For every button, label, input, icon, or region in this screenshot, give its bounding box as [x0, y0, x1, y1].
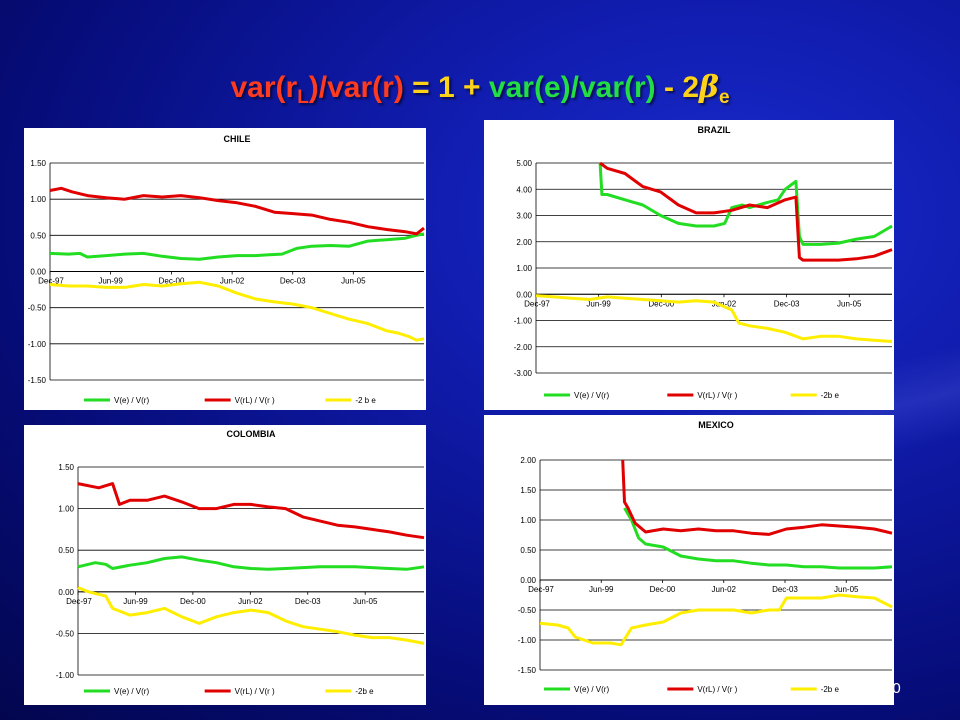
- legend-label: V(rL) / V(r ): [697, 685, 737, 694]
- title-equals: = 1 +: [412, 71, 481, 104]
- chart-panel-colombia: COLOMBIA 1.50 1.00 0.50 0.00 -0.50 -1.00 Dec-97…: [24, 425, 426, 705]
- chart-panel-mexico: MEXICO 2.00 1.50 1.00 0.50 0.00 -0.50 -1.00 -1.5…: [484, 415, 894, 705]
- x-tick-label: Jun-02: [712, 299, 737, 308]
- legend-label: V(rL) / V(r ): [235, 687, 275, 696]
- y-tick-label: 0.00: [520, 576, 536, 585]
- x-tick-label: Jun-99: [589, 585, 614, 594]
- x-tick-label: Jun-99: [586, 299, 611, 308]
- x-tick-label: Dec-03: [295, 597, 321, 606]
- y-tick-label: 1.00: [58, 505, 74, 514]
- y-tick-label: -0.50: [28, 304, 47, 313]
- y-tick-label: 0.50: [58, 546, 74, 555]
- y-tick-label: -2.00: [514, 343, 533, 352]
- y-tick-label: 0.50: [520, 546, 536, 555]
- x-tick-label: Dec-03: [774, 299, 800, 308]
- chart-chile: CHILE 1.50 1.00 0.50 0.00 -0.50 -1.00 -1.50 Dec-…: [28, 134, 425, 405]
- y-tick-label: 0.50: [30, 231, 46, 240]
- y-tick-label: 4.00: [516, 185, 532, 194]
- title-minus-2beta: - 2βe: [664, 70, 730, 108]
- y-tick-label: -0.50: [518, 606, 537, 615]
- chart-colombia: COLOMBIA 1.50 1.00 0.50 0.00 -0.50 -1.00 Dec-97…: [56, 429, 425, 696]
- x-tick-label: Jun-99: [98, 277, 123, 286]
- x-tick-label: Dec-03: [280, 277, 306, 286]
- y-tick-label: 2.00: [516, 238, 532, 247]
- y-tick-label: 1.50: [520, 486, 536, 495]
- page-number: 10: [884, 680, 901, 697]
- x-tick-label: Dec-00: [159, 277, 185, 286]
- legend-label: V(rL) / V(r ): [697, 391, 737, 400]
- x-tick-label: Jun-02: [238, 597, 263, 606]
- series-line-2: [49, 280, 425, 342]
- series-line-2: [535, 294, 893, 343]
- x-tick-label: Jun-02: [220, 277, 245, 286]
- legend-label: -2b e: [821, 685, 840, 694]
- y-tick-label: -1.00: [518, 636, 537, 645]
- y-tick-label: 1.50: [30, 159, 46, 168]
- series-line-1: [599, 161, 893, 262]
- y-tick-label: 1.00: [520, 516, 536, 525]
- chart-brazil: BRAZIL 5.00 4.00 3.00 2.00 1.00 0.00 -1.00 -2.00…: [514, 125, 893, 400]
- chart-panel-brazil: BRAZIL 5.00 4.00 3.00 2.00 1.00 0.00 -1.00 -2.00…: [484, 120, 894, 410]
- legend-label: V(rL) / V(r ): [235, 396, 275, 405]
- y-tick-label: -0.50: [56, 629, 75, 638]
- x-tick-label: Jun-05: [353, 597, 378, 606]
- y-tick-label: -1.00: [56, 671, 75, 680]
- y-tick-label: -3.00: [514, 369, 533, 378]
- legend-label: V(e) / V(r): [114, 687, 149, 696]
- series-line-1: [49, 186, 425, 236]
- y-tick-label: 1.00: [516, 264, 532, 273]
- y-tick-label: 1.50: [58, 463, 74, 472]
- y-tick-label: 2.00: [520, 456, 536, 465]
- y-tick-label: -1.50: [518, 666, 537, 675]
- x-tick-label: Dec-97: [528, 585, 554, 594]
- y-tick-label: -1.50: [28, 376, 47, 385]
- y-tick-label: 3.00: [516, 212, 532, 221]
- legend-label: V(e) / V(r): [574, 685, 609, 694]
- legend-label: -2b e: [355, 687, 374, 696]
- x-tick-label: Dec-97: [524, 299, 550, 308]
- x-tick-label: Dec-97: [38, 277, 64, 286]
- series-line-2: [539, 593, 893, 647]
- chart-title: COLOMBIA: [227, 429, 276, 439]
- slide-title: var(rL)/var(r) = 1 + var(e)/var(r) - 2βe: [0, 70, 960, 109]
- x-tick-label: Dec-00: [180, 597, 206, 606]
- y-tick-label: -1.00: [28, 340, 47, 349]
- chart-panel-chile: CHILE 1.50 1.00 0.50 0.00 -0.50 -1.00 -1.50 Dec-…: [24, 128, 426, 410]
- legend-label: -2 b e: [355, 396, 376, 405]
- y-tick-label: 5.00: [516, 159, 532, 168]
- series-line-0: [77, 555, 425, 571]
- x-tick-label: Dec-03: [772, 585, 798, 594]
- y-tick-label: 1.00: [30, 195, 46, 204]
- y-tick-label: -1.00: [514, 317, 533, 326]
- series-line-1: [621, 459, 893, 536]
- y-tick-label: 0.00: [516, 290, 532, 299]
- legend-label: -2b e: [821, 391, 840, 400]
- series-line-0: [598, 162, 893, 246]
- x-tick-label: Dec-00: [648, 299, 674, 308]
- x-tick-label: Jun-99: [123, 597, 148, 606]
- series-line-1: [77, 482, 425, 540]
- series-line-0: [623, 507, 893, 570]
- x-tick-label: Jun-02: [712, 585, 737, 594]
- chart-title: BRAZIL: [698, 125, 731, 135]
- legend-label: V(e) / V(r): [114, 396, 149, 405]
- x-tick-label: Jun-05: [834, 585, 859, 594]
- chart-title: CHILE: [224, 134, 251, 144]
- y-tick-label: 0.00: [58, 588, 74, 597]
- title-var-e: var(e)/var(r): [488, 71, 656, 104]
- x-tick-label: Jun-05: [341, 277, 366, 286]
- legend-label: V(e) / V(r): [574, 391, 609, 400]
- series-line-0: [49, 232, 425, 261]
- y-tick-label: 0.00: [30, 268, 46, 277]
- chart-title: MEXICO: [698, 420, 734, 430]
- title-var-rl: var(rL)/var(r): [230, 71, 404, 108]
- x-tick-label: Jun-05: [837, 299, 862, 308]
- series-line-2: [77, 586, 425, 645]
- chart-mexico: MEXICO 2.00 1.50 1.00 0.50 0.00 -0.50 -1.00 -1.5…: [518, 420, 893, 694]
- x-tick-label: Dec-97: [66, 597, 92, 606]
- x-tick-label: Dec-00: [650, 585, 676, 594]
